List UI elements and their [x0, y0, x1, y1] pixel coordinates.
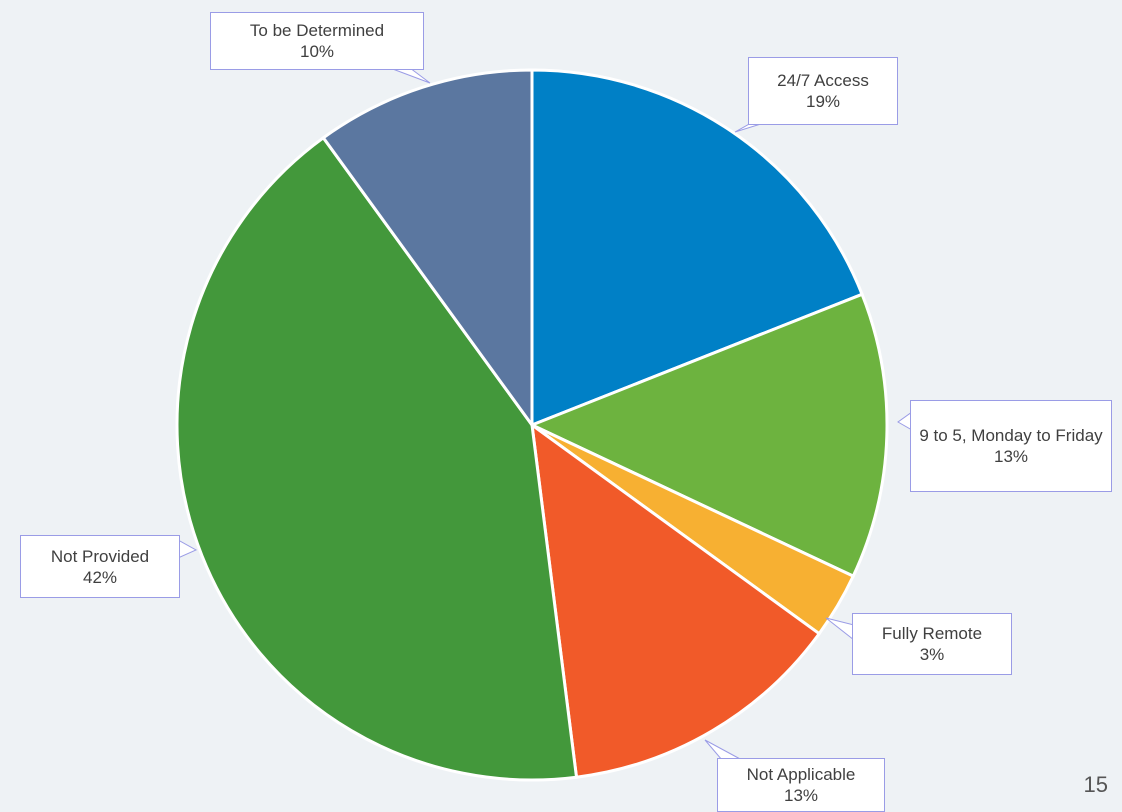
pie-slice — [530, 421, 822, 779]
page-number: 15 — [1083, 772, 1108, 797]
data-label: 24/7 Access 19% — [748, 57, 898, 125]
label-name: To be Determined — [249, 21, 385, 40]
label-name: 9 to 5, Monday to Friday — [919, 426, 1103, 445]
label-value: 19% — [805, 92, 841, 111]
label-value: 10% — [299, 42, 335, 61]
callout-pointer — [389, 67, 431, 84]
label-name: Not Provided — [50, 546, 150, 566]
pie-slice — [528, 292, 889, 579]
pie-slice — [530, 68, 865, 428]
data-label: 9 to 5, Monday to Friday 13% — [910, 400, 1112, 492]
data-label: Not Applicable 13% — [717, 758, 885, 812]
callout-pointer — [177, 539, 198, 559]
label-name: Not Applicable — [746, 765, 856, 784]
callout-pointer — [704, 739, 743, 761]
callout-pointer — [825, 617, 855, 642]
label-value: 13% — [783, 786, 819, 805]
pie-slice — [175, 135, 579, 782]
label-value: 13% — [993, 447, 1029, 466]
data-label: To be Determined 10% — [210, 12, 424, 70]
label-value: 3% — [919, 645, 945, 664]
label-value: 42% — [82, 567, 118, 587]
label-name: 24/7 Access — [777, 71, 869, 90]
pie-slice — [321, 68, 534, 430]
data-label: Not Provided 42% — [20, 535, 180, 598]
label-name: Fully Remote — [881, 624, 983, 643]
data-label: Fully Remote 3% — [852, 613, 1012, 675]
